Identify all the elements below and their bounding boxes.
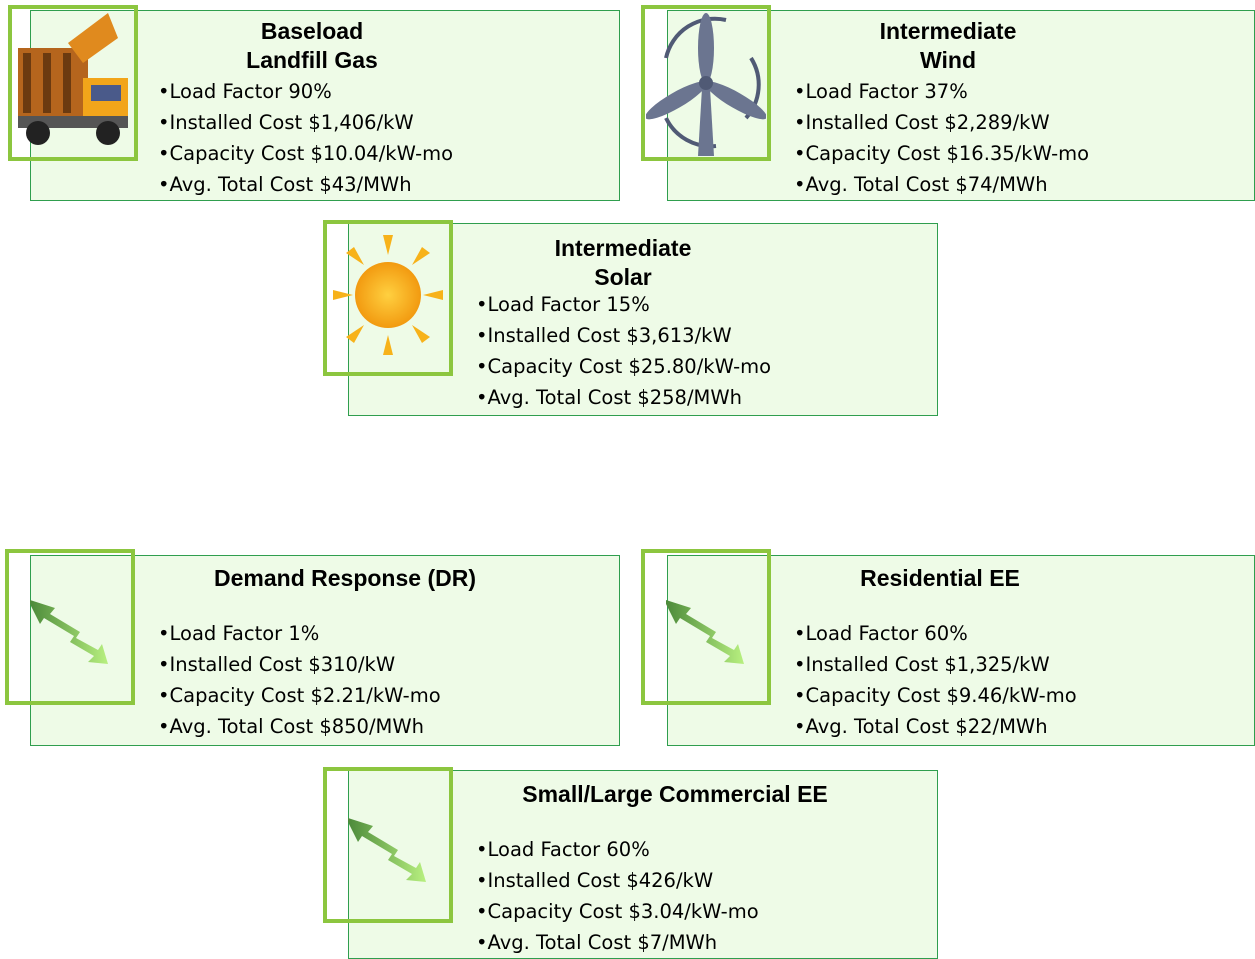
title-line: Intermediate (423, 234, 823, 263)
card-item: Load Factor 60% (476, 834, 759, 865)
card-items: Load Factor 37%Installed Cost $2,289/kWC… (794, 76, 1089, 200)
title-line: Demand Response (DR) (145, 564, 545, 593)
card-item: Load Factor 1% (158, 618, 441, 649)
title-line: Solar (423, 263, 823, 292)
title-line: Landfill Gas (112, 46, 512, 75)
card-item: Avg. Total Cost $74/MWh (794, 169, 1089, 200)
card-items: Load Factor 1%Installed Cost $310/kWCapa… (158, 618, 441, 742)
card-items: Load Factor 90%Installed Cost $1,406/kWC… (158, 76, 453, 200)
card-item: Capacity Cost $9.46/kW-mo (794, 680, 1077, 711)
card-item: Installed Cost $310/kW (158, 649, 441, 680)
card-item: Installed Cost $426/kW (476, 865, 759, 896)
card-item: Load Factor 90% (158, 76, 453, 107)
card-title: Residential EE (740, 564, 1140, 593)
title-line: Baseload (112, 17, 512, 46)
title-line: Residential EE (740, 564, 1140, 593)
card-item: Avg. Total Cost $850/MWh (158, 711, 441, 742)
card-item: Installed Cost $2,289/kW (794, 107, 1089, 138)
card-item: Capacity Cost $10.04/kW-mo (158, 138, 453, 169)
card-items: Load Factor 15%Installed Cost $3,613/kWC… (476, 289, 771, 413)
title-line: Small/Large Commercial EE (475, 780, 875, 809)
title-line: Wind (748, 46, 1148, 75)
card-title: Demand Response (DR) (145, 564, 545, 593)
card-item: Capacity Cost $2.21/kW-mo (158, 680, 441, 711)
card-item: Avg. Total Cost $43/MWh (158, 169, 453, 200)
card-items: Load Factor 60%Installed Cost $426/kWCap… (476, 834, 759, 958)
card-item: Load Factor 60% (794, 618, 1077, 649)
title-line: Intermediate (748, 17, 1148, 46)
card-item: Avg. Total Cost $7/MWh (476, 927, 759, 958)
card-item: Capacity Cost $3.04/kW-mo (476, 896, 759, 927)
card-item: Avg. Total Cost $22/MWh (794, 711, 1077, 742)
card-item: Capacity Cost $16.35/kW-mo (794, 138, 1089, 169)
card-item: Capacity Cost $25.80/kW-mo (476, 351, 771, 382)
card-item: Load Factor 37% (794, 76, 1089, 107)
icon-frame (323, 767, 453, 923)
page: {"cards": [ {"title": ["Baseload", "Land… (0, 0, 1255, 959)
card-item: Installed Cost $1,325/kW (794, 649, 1077, 680)
card-items: Load Factor 60%Installed Cost $1,325/kWC… (794, 618, 1077, 742)
card-item: Avg. Total Cost $258/MWh (476, 382, 771, 413)
card-item: Installed Cost $1,406/kW (158, 107, 453, 138)
card-item: Load Factor 15% (476, 289, 771, 320)
icon-frame (5, 549, 135, 705)
card-item: Installed Cost $3,613/kW (476, 320, 771, 351)
card-title: Small/Large Commercial EE (475, 780, 875, 809)
